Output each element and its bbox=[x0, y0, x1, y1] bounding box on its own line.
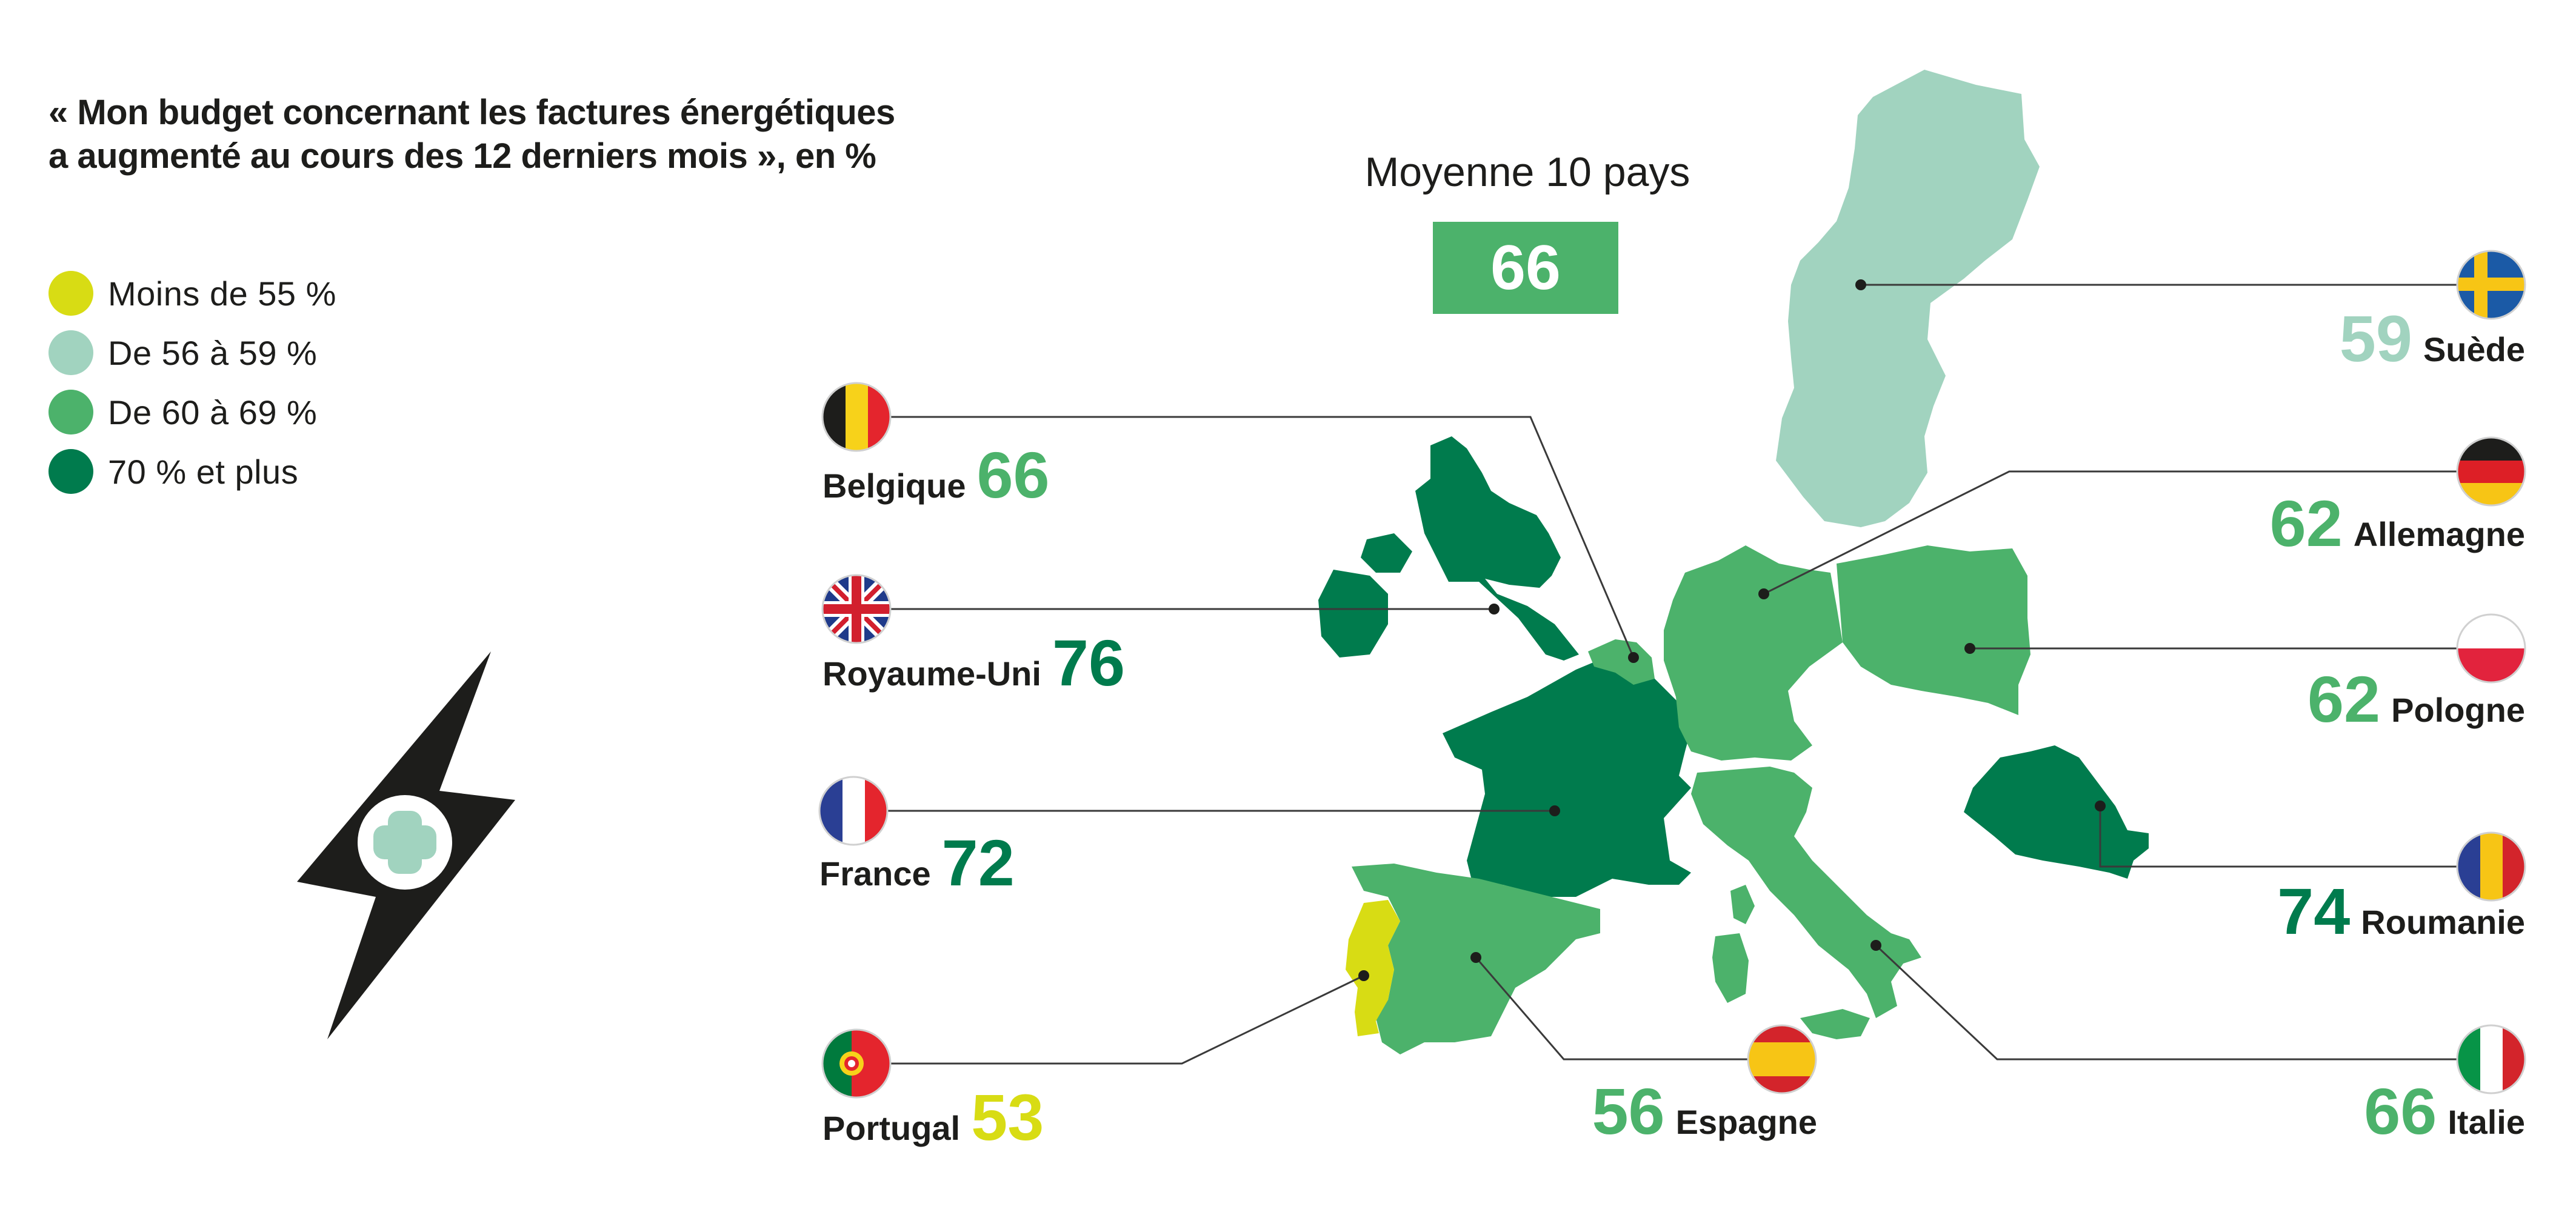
label-france: France 72 bbox=[819, 830, 1015, 896]
leader-roumanie bbox=[2099, 806, 2491, 868]
average-label: Moyenne 10 pays bbox=[1364, 149, 1690, 195]
legend-label: Moins de 55 % bbox=[108, 274, 336, 313]
country-belgique bbox=[1588, 639, 1655, 685]
label-suede: 59 Suède bbox=[2340, 306, 2525, 371]
label-belgique: Belgique 66 bbox=[823, 442, 1050, 508]
label-pologne: 62 Pologne bbox=[2307, 667, 2525, 732]
country-value: 66 bbox=[976, 438, 1050, 511]
country-name: Espagne bbox=[1675, 1103, 1817, 1141]
country-value: 72 bbox=[941, 826, 1015, 899]
leader-italie bbox=[1875, 944, 2491, 1060]
country-name: Portugal bbox=[823, 1109, 961, 1147]
title-line-1: « Mon budget concernant les factures éne… bbox=[48, 93, 895, 132]
legend-item-mid-high: De 60 à 69 % bbox=[48, 382, 336, 442]
legend-swatch bbox=[48, 271, 93, 316]
country-pologne bbox=[1837, 545, 2030, 715]
country-royaume-uni bbox=[1415, 436, 1579, 661]
country-portugal bbox=[1346, 900, 1400, 1036]
label-espagne: 56 Espagne bbox=[1592, 1079, 1817, 1144]
flag-suede-icon bbox=[2457, 251, 2525, 319]
country-roumanie bbox=[1964, 745, 2149, 879]
legend-label: De 60 à 69 % bbox=[108, 393, 318, 431]
country-italie-sicile bbox=[1800, 1009, 1870, 1039]
leader-espagne bbox=[1475, 957, 1782, 1060]
country-value: 62 bbox=[2307, 662, 2381, 736]
legend: Moins de 55 % De 56 à 59 % De 60 à 69 % … bbox=[48, 264, 336, 501]
flag-royaume-uni-icon bbox=[823, 575, 890, 643]
country-france bbox=[1443, 654, 1694, 897]
country-name: Roumanie bbox=[2361, 903, 2525, 941]
country-irlande bbox=[1318, 570, 1388, 658]
label-italie: 66 Italie bbox=[2364, 1079, 2525, 1144]
country-value: 62 bbox=[2269, 487, 2343, 560]
country-value: 53 bbox=[971, 1080, 1044, 1154]
country-value: 59 bbox=[2339, 302, 2412, 375]
label-royaume-uni: Royaume-Uni 76 bbox=[823, 630, 1125, 696]
label-roumanie: 74 Roumanie bbox=[2277, 879, 2525, 944]
leader-belgique bbox=[856, 416, 1635, 658]
country-name: Allemagne bbox=[2353, 515, 2525, 553]
country-italie bbox=[1691, 767, 1921, 1018]
country-value: 76 bbox=[1052, 626, 1126, 699]
legend-label: De 56 à 59 % bbox=[108, 333, 318, 372]
average-value: 66 bbox=[1433, 222, 1618, 314]
country-allemagne bbox=[1664, 545, 1843, 761]
legend-label: 70 % et plus bbox=[108, 452, 299, 491]
country-corse bbox=[1730, 885, 1755, 924]
leader-dots bbox=[1358, 279, 2106, 981]
country-value: 56 bbox=[1592, 1074, 1665, 1148]
legend-swatch bbox=[48, 330, 93, 375]
country-italie-sardaigne bbox=[1712, 933, 1749, 1003]
label-portugal: Portugal 53 bbox=[823, 1085, 1044, 1150]
country-name: Italie bbox=[2448, 1103, 2525, 1141]
legend-swatch bbox=[48, 390, 93, 435]
legend-item-high: 70 % et plus bbox=[48, 442, 336, 501]
title-line-2: a augmenté au cours des 12 derniers mois… bbox=[48, 136, 876, 176]
country-value: 66 bbox=[2364, 1074, 2437, 1148]
lightning-plus-icon bbox=[297, 651, 515, 1039]
chart-title: « Mon budget concernant les factures éne… bbox=[48, 91, 958, 178]
flag-roumanie-icon bbox=[2457, 833, 2525, 901]
legend-item-mid-low: De 56 à 59 % bbox=[48, 323, 336, 382]
label-allemagne: 62 Allemagne bbox=[2270, 491, 2525, 556]
leader-lines bbox=[853, 284, 2491, 1065]
country-suede bbox=[1776, 70, 2040, 527]
country-royaume-uni-ni bbox=[1361, 533, 1412, 573]
country-name: Suède bbox=[2423, 330, 2525, 368]
legend-item-low: Moins de 55 % bbox=[48, 264, 336, 323]
flag-outlines bbox=[818, 250, 2526, 1099]
legend-swatch bbox=[48, 449, 93, 494]
leader-portugal bbox=[856, 974, 1364, 1065]
country-value: 74 bbox=[2277, 874, 2351, 948]
country-name: Royaume-Uni bbox=[823, 654, 1041, 693]
leader-allemagne bbox=[1763, 470, 2491, 595]
country-name: Belgique bbox=[823, 467, 966, 505]
country-name: France bbox=[819, 854, 931, 893]
country-name: Pologne bbox=[2391, 691, 2525, 729]
